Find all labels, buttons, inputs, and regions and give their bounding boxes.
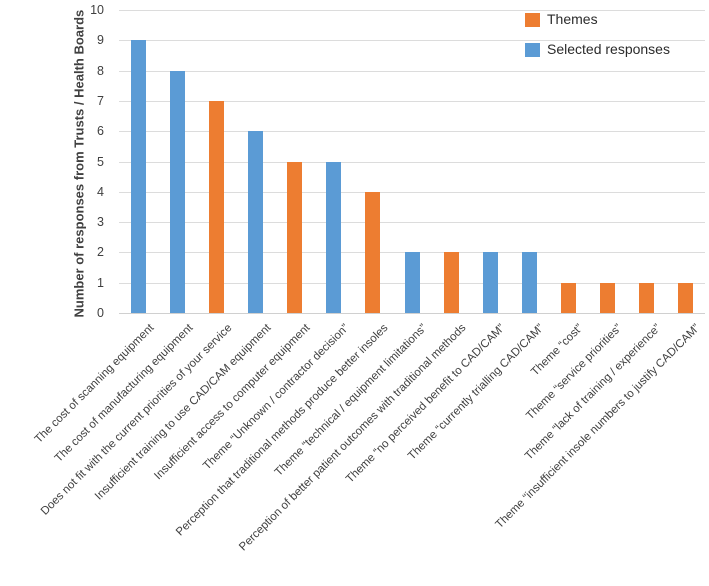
bar — [638, 282, 654, 313]
x-axis-line — [119, 313, 705, 314]
bar — [248, 131, 264, 313]
y-tick-label: 6 — [97, 124, 104, 139]
gridline — [119, 191, 705, 193]
legend-item: Themes — [525, 11, 670, 28]
legend-swatch-icon — [525, 42, 540, 57]
y-tick-label: 10 — [90, 3, 104, 17]
gridline — [119, 222, 705, 224]
chart-legend: Themes Selected responses — [525, 11, 670, 71]
bar — [326, 161, 342, 313]
bar — [677, 282, 693, 313]
bar — [131, 40, 147, 313]
y-tick-label: 4 — [97, 184, 104, 199]
y-tick-label: 9 — [97, 33, 104, 48]
y-tick-label: 5 — [97, 154, 104, 169]
legend-label: Themes — [547, 11, 598, 27]
bar — [482, 252, 498, 313]
bar — [560, 282, 576, 313]
gridline — [119, 40, 705, 42]
y-tick-label: 7 — [97, 93, 104, 108]
bar — [599, 282, 615, 313]
gridline — [119, 161, 705, 163]
gridline — [119, 100, 705, 102]
bar — [404, 252, 420, 313]
gridline — [119, 10, 705, 11]
y-tick-label: 8 — [97, 63, 104, 78]
bar — [365, 191, 381, 313]
y-tick-label: 1 — [97, 275, 104, 290]
legend-label: Selected responses — [547, 41, 670, 57]
bar — [443, 252, 459, 313]
x-axis-label: Theme “Unknown / contractor decision” — [200, 322, 352, 473]
gridline — [119, 131, 705, 133]
bar — [287, 161, 303, 313]
legend-item: Selected responses — [525, 41, 670, 58]
x-axis-label: The cost of manufacturing equipment — [52, 322, 196, 465]
y-tick-label: 0 — [97, 306, 104, 320]
y-tick-label: 3 — [97, 215, 104, 230]
y-tick-label: 2 — [97, 245, 104, 260]
bar — [209, 100, 225, 313]
bar — [170, 70, 186, 313]
legend-swatch-icon — [525, 12, 540, 27]
bar — [521, 252, 537, 313]
gridline — [119, 70, 705, 72]
